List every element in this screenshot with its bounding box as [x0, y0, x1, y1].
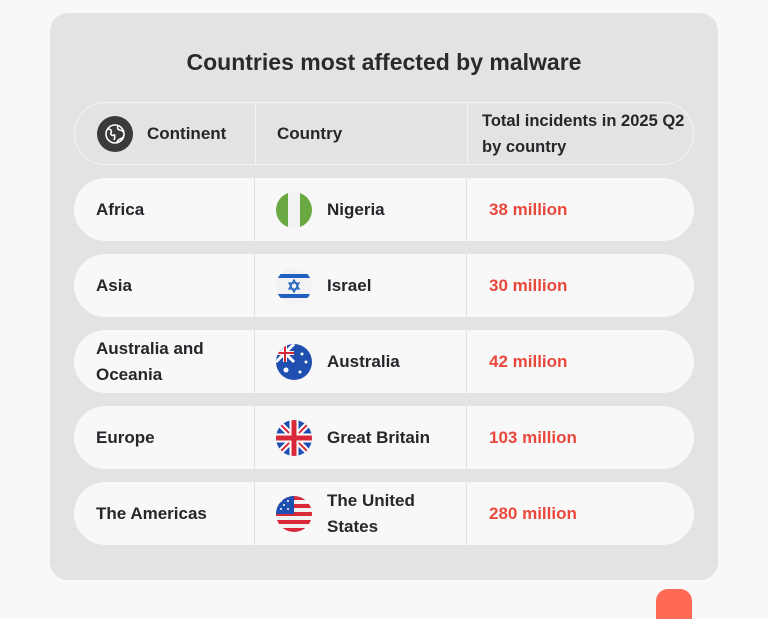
country-cell: Israel: [255, 254, 467, 317]
total-incidents-cell: 38 million: [489, 199, 568, 219]
us-flag-icon: [276, 495, 312, 532]
table-header: Continent Country Total incidents in 202…: [74, 102, 694, 165]
nigeria-flag-icon: [276, 191, 312, 228]
table-row: Europe Great Britain 103 million: [74, 406, 694, 469]
table-row: Australia and Oceania Australia 42 milli…: [74, 330, 694, 393]
header-continent: Continent: [75, 103, 256, 164]
continent-cell: The Americas: [74, 482, 255, 545]
table-row: The Americas The United States 280 milli…: [74, 482, 694, 545]
table-title: Countries most affected by malware: [186, 49, 582, 75]
total-incidents-cell: 280 million: [489, 503, 577, 523]
total-incidents-cell: 103 million: [489, 427, 577, 447]
country-cell: The United States: [255, 482, 467, 545]
country-cell: Australia: [255, 330, 467, 393]
header-total: Total incidents in 2025 Q2 by country: [482, 111, 685, 156]
table-row: Africa Nigeria 38 million: [74, 178, 694, 241]
total-incidents-cell: 42 million: [489, 351, 568, 371]
continent-cell: Asia: [74, 254, 255, 317]
globe-icon: [97, 115, 133, 152]
uk-flag-icon: [276, 419, 312, 456]
australia-flag-icon: [276, 343, 312, 380]
continent-cell: Africa: [74, 178, 255, 241]
country-name: Nigeria: [327, 199, 385, 219]
continent-cell: Australia and Oceania: [74, 330, 255, 393]
continent-cell: Europe: [74, 406, 255, 469]
malware-table-card: Countries most affected by malware Conti…: [50, 13, 718, 580]
country-name: Israel: [327, 275, 372, 295]
country-cell: Great Britain: [255, 406, 467, 469]
header-country: Country: [256, 103, 468, 164]
country-name: Australia: [327, 351, 400, 371]
country-name: The United States: [327, 490, 415, 536]
total-incidents-cell: 30 million: [489, 275, 568, 295]
header-continent-label: Continent: [147, 123, 227, 143]
table-row: Asia Israel 30 million: [74, 254, 694, 317]
floating-action-button[interactable]: [656, 589, 692, 619]
country-cell: Nigeria: [255, 178, 467, 241]
israel-flag-icon: [276, 267, 312, 304]
country-name: Great Britain: [327, 427, 430, 447]
